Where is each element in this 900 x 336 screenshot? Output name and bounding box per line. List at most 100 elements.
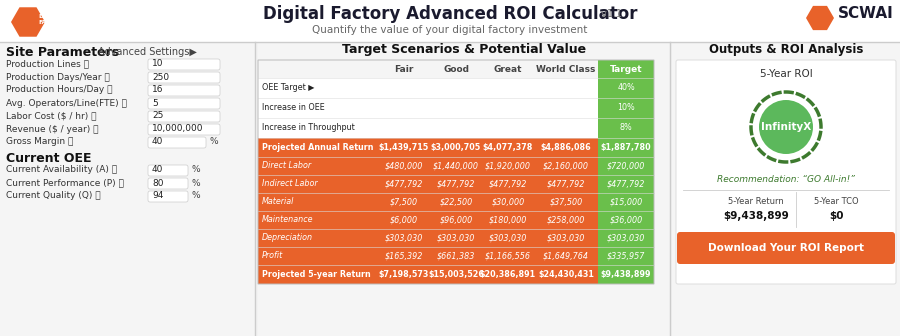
Text: $24,430,431: $24,430,431 (538, 270, 594, 279)
Bar (258, 42, 670, 336)
Text: $0: $0 (829, 211, 843, 221)
Bar (258, 78, 654, 98)
Text: $303,030: $303,030 (385, 234, 423, 243)
Text: 29%: 29% (499, 124, 517, 132)
Text: 8%: 8% (619, 124, 633, 132)
Text: Fair: Fair (394, 65, 414, 74)
Text: 50%: 50% (447, 84, 465, 92)
Bar (598, 175, 654, 193)
Bar (598, 229, 654, 247)
Text: 10,000,000: 10,000,000 (152, 125, 203, 133)
Text: $1,439,715: $1,439,715 (379, 143, 429, 152)
Bar (258, 60, 654, 78)
Circle shape (759, 100, 813, 154)
Text: 5%: 5% (398, 103, 410, 113)
Bar (258, 229, 598, 247)
Bar (258, 193, 598, 211)
Text: $36,000: $36,000 (609, 215, 643, 224)
Text: 20%: 20% (447, 103, 465, 113)
Text: Projected 5-year Return: Projected 5-year Return (262, 270, 371, 279)
Text: $720,000: $720,000 (607, 162, 645, 170)
Text: Target Scenarios & Potential Value: Target Scenarios & Potential Value (342, 43, 586, 56)
Text: $1,920,000: $1,920,000 (485, 162, 531, 170)
Text: InfinityX: InfinityX (760, 122, 811, 132)
Text: $9,438,899: $9,438,899 (723, 211, 789, 221)
FancyBboxPatch shape (148, 85, 220, 96)
Text: $477,792: $477,792 (436, 179, 475, 188)
Text: Maintenance: Maintenance (262, 215, 313, 224)
Text: Current Availability (A) ⓘ: Current Availability (A) ⓘ (6, 166, 117, 174)
Text: 10%: 10% (617, 103, 634, 113)
Text: 50%: 50% (557, 103, 575, 113)
Text: $258,000: $258,000 (547, 215, 585, 224)
Text: %: % (191, 192, 200, 201)
Text: 40: 40 (152, 166, 164, 174)
Text: $15,000: $15,000 (609, 198, 643, 207)
Bar (598, 193, 654, 211)
Bar (0, 42, 255, 336)
Text: 17%: 17% (447, 124, 465, 132)
FancyBboxPatch shape (148, 191, 188, 202)
Text: SCWAI: SCWAI (838, 6, 894, 22)
Text: $20,386,891: $20,386,891 (480, 270, 536, 279)
Text: %: % (209, 137, 218, 146)
FancyBboxPatch shape (148, 72, 220, 83)
Text: Site Parameters: Site Parameters (6, 45, 119, 58)
Text: $180,000: $180,000 (489, 215, 527, 224)
Text: %: % (191, 178, 200, 187)
Text: Indirect Labor: Indirect Labor (262, 179, 318, 188)
Text: Projected Annual Return: Projected Annual Return (262, 143, 374, 152)
Text: Production Lines ⓘ: Production Lines ⓘ (6, 59, 89, 69)
Text: Profit: Profit (262, 252, 284, 260)
Text: $303,030: $303,030 (436, 234, 475, 243)
Text: 10: 10 (152, 59, 164, 69)
Text: Labor Cost ($ / hr) ⓘ: Labor Cost ($ / hr) ⓘ (6, 112, 96, 121)
Text: $22,500: $22,500 (439, 198, 472, 207)
Text: $1,440,000: $1,440,000 (433, 162, 479, 170)
Bar (258, 265, 598, 284)
Text: v1.1: v1.1 (598, 9, 622, 19)
Bar (598, 118, 654, 138)
Text: Current Quality (Q) ⓘ: Current Quality (Q) ⓘ (6, 192, 101, 201)
Bar (598, 265, 654, 284)
Text: $477,792: $477,792 (385, 179, 423, 188)
Text: 40: 40 (152, 137, 164, 146)
Bar (598, 247, 654, 265)
Text: $303,030: $303,030 (607, 234, 645, 243)
Text: Outputs & ROI Analysis: Outputs & ROI Analysis (709, 43, 863, 56)
Text: $37,500: $37,500 (549, 198, 582, 207)
Text: $1,649,764: $1,649,764 (543, 252, 589, 260)
FancyBboxPatch shape (148, 111, 220, 122)
Text: 4%: 4% (398, 124, 410, 132)
Text: 80%: 80% (557, 84, 575, 92)
Text: Current OEE: Current OEE (6, 152, 92, 165)
FancyBboxPatch shape (148, 98, 220, 109)
Text: 35%: 35% (500, 103, 517, 113)
Text: Production Hours/Day ⓘ: Production Hours/Day ⓘ (6, 85, 112, 94)
Text: Avg. Operators/Line(FTE) ⓘ: Avg. Operators/Line(FTE) ⓘ (6, 98, 127, 108)
Text: 35%: 35% (395, 84, 413, 92)
Text: Increase in OEE: Increase in OEE (262, 103, 325, 113)
Text: $477,792: $477,792 (547, 179, 585, 188)
Text: Current Performance (P) ⓘ: Current Performance (P) ⓘ (6, 178, 124, 187)
Text: $1,166,556: $1,166,556 (485, 252, 531, 260)
Text: Production Days/Year ⓘ: Production Days/Year ⓘ (6, 73, 110, 82)
FancyBboxPatch shape (148, 178, 188, 189)
Text: %: % (191, 166, 200, 174)
Bar (598, 157, 654, 175)
Text: 40%: 40% (617, 84, 634, 92)
FancyBboxPatch shape (148, 59, 220, 70)
FancyBboxPatch shape (148, 165, 188, 176)
Text: 94: 94 (152, 192, 164, 201)
Bar (598, 98, 654, 118)
Text: Download Your ROI Report: Download Your ROI Report (708, 243, 864, 253)
Text: 5-Year ROI: 5-Year ROI (760, 69, 813, 79)
Text: $30,000: $30,000 (491, 198, 525, 207)
Bar (258, 211, 598, 229)
Text: Direct Labor: Direct Labor (262, 162, 311, 170)
FancyBboxPatch shape (676, 60, 896, 284)
Text: $4,077,378: $4,077,378 (482, 143, 533, 152)
Text: $2,160,000: $2,160,000 (543, 162, 589, 170)
Text: Quantify the value of your digital factory investment: Quantify the value of your digital facto… (312, 25, 588, 35)
Bar (598, 138, 654, 157)
